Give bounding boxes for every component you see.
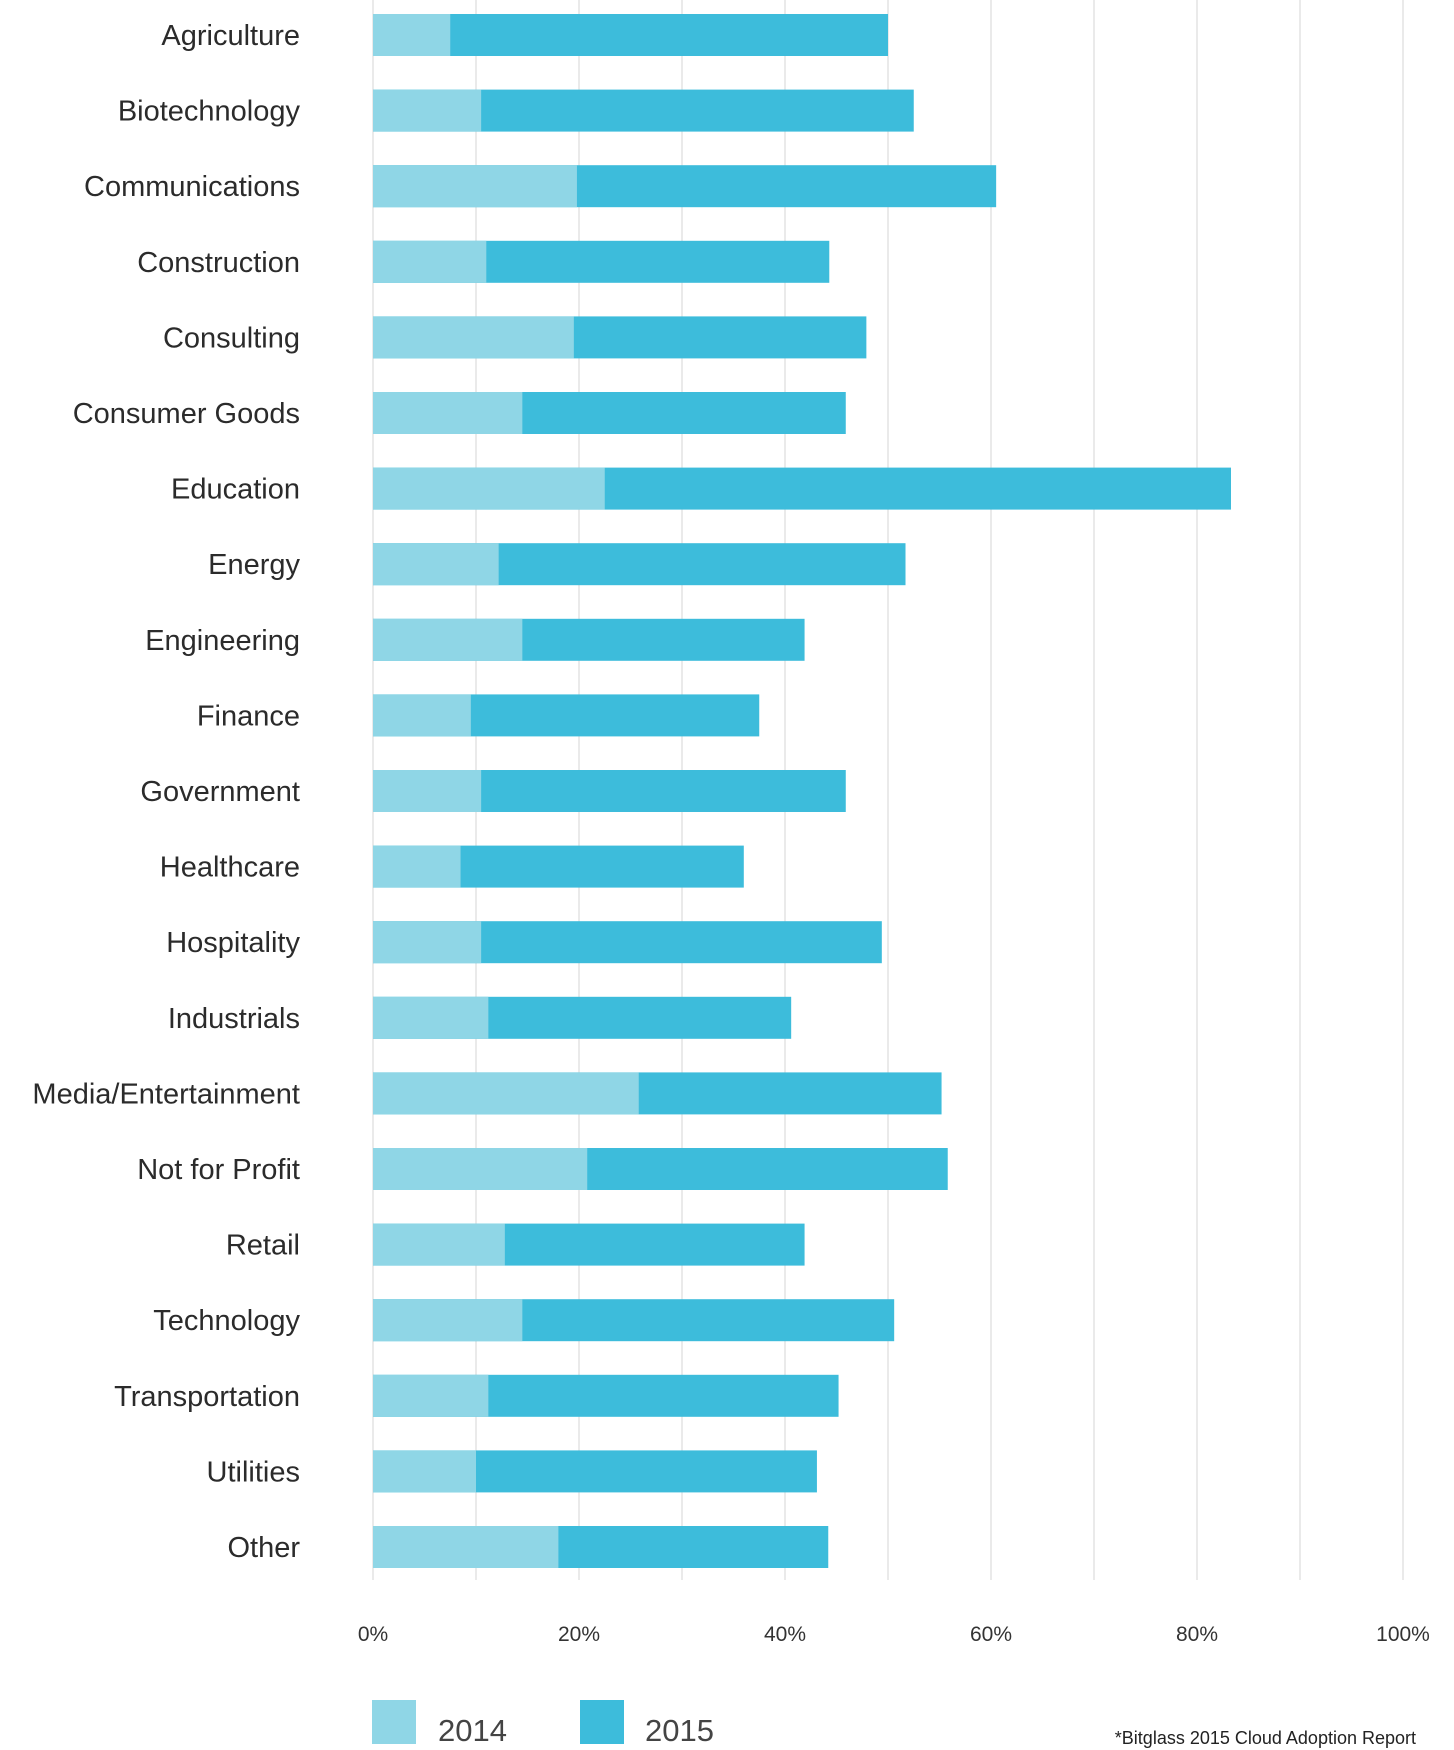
category-label: Education [171, 474, 300, 506]
category-label: Transportation [114, 1381, 300, 1413]
x-tick-label: 60% [970, 1623, 1012, 1646]
bar-2014-engineering [373, 618, 523, 661]
bar-2014-consumer-goods [373, 392, 523, 434]
x-tick-label: 20% [558, 1623, 600, 1646]
category-label: Finance [197, 700, 300, 732]
legend: 2014 2015 [372, 1700, 714, 1748]
category-label: Energy [208, 549, 300, 581]
bar-2014-healthcare [373, 845, 461, 888]
bar-2014-consulting [373, 316, 574, 359]
bar-2014-communications [373, 165, 577, 208]
category-label: Biotechnology [118, 96, 301, 128]
category-label: Technology [153, 1305, 300, 1337]
bar-2014-biotechnology [373, 89, 482, 132]
bar-2014-finance [373, 694, 471, 737]
category-labels: Agriculture Biotechnology Communications Co… [32, 20, 300, 1564]
bar-2015-agriculture [373, 14, 888, 56]
category-label: Retail [226, 1230, 300, 1262]
bar-2014-technology [373, 1299, 523, 1342]
legend-swatch-2015 [580, 1700, 624, 1744]
x-tick-label: 0% [358, 1623, 388, 1646]
bar-2014-energy [373, 543, 499, 586]
category-label: Engineering [145, 625, 300, 657]
bar-2014-hospitality [373, 921, 482, 964]
bar-2014-construction [373, 240, 487, 283]
bar-2014-other [373, 1526, 559, 1568]
bar-2014-not-for-profit [373, 1148, 588, 1190]
category-label: Hospitality [166, 927, 300, 959]
category-label: Healthcare [160, 852, 300, 884]
legend-label-2015: 2015 [645, 1713, 714, 1748]
category-label: Other [227, 1532, 300, 1564]
category-label: Consulting [163, 322, 300, 354]
footnote: *Bitglass 2015 Cloud Adoption Report [1115, 1728, 1416, 1748]
legend-label-2014: 2014 [438, 1713, 507, 1748]
legend-swatch-2014 [372, 1700, 416, 1744]
bar-2014-retail [373, 1223, 505, 1266]
bar-2014-agriculture [373, 14, 451, 56]
bar-2014-government [373, 770, 482, 812]
category-label: Government [140, 776, 300, 808]
bar-2014-industrials [373, 996, 489, 1039]
category-label: Industrials [168, 1003, 300, 1035]
category-label: Communications [84, 171, 300, 203]
category-label: Consumer Goods [73, 398, 300, 430]
category-label: Construction [137, 247, 300, 279]
x-tick-label: 100% [1376, 1623, 1430, 1646]
category-label: Agriculture [161, 20, 300, 52]
bar-2014-media-entertainment [373, 1072, 639, 1115]
x-tick-label: 40% [764, 1623, 806, 1646]
x-tick-label: 80% [1176, 1623, 1218, 1646]
category-label: Not for Profit [137, 1154, 300, 1186]
category-label: Media/Entertainment [32, 1078, 300, 1110]
bar-2014-utilities [373, 1450, 476, 1493]
category-label: Utilities [207, 1456, 300, 1488]
bars [373, 14, 1231, 1568]
x-axis-ticks: 0% 20% 40% 60% 80% 100% [358, 1623, 1430, 1646]
bar-2014-education [373, 467, 605, 510]
bar-2014-transportation [373, 1374, 489, 1417]
